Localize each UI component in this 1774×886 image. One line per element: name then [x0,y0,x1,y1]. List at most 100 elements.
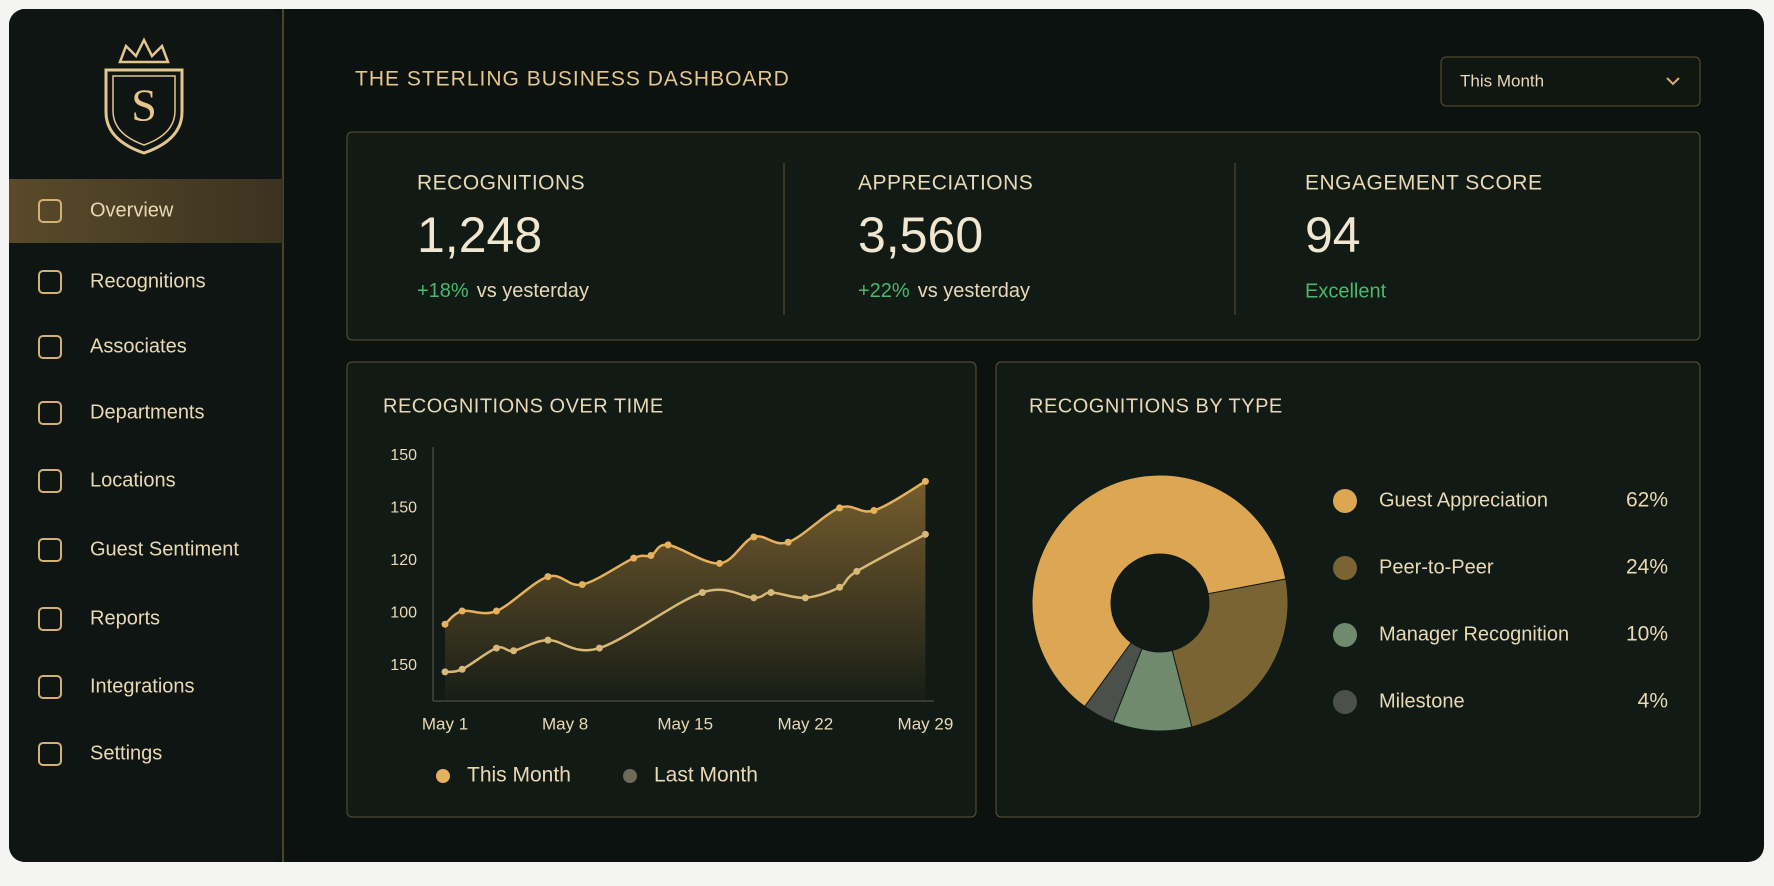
chart-title: RECOGNITIONS OVER TIME [383,395,664,417]
kpi-change-line: +22% vs yesterday [858,280,1030,302]
x-tick-label: May 8 [542,714,588,733]
nav-label[interactable]: Overview [90,199,174,221]
point [544,573,552,581]
legend-dot [623,769,637,783]
point [870,507,878,514]
x-tick-label: May 29 [898,714,954,733]
nav-item[interactable]: Reports [38,607,160,631]
y-tick-label: 150 [390,657,417,674]
y-tick-label: 120 [390,552,417,569]
donut-slice [1084,641,1143,723]
point [921,477,929,485]
x-tick-label: May 1 [422,714,468,733]
point [647,551,655,559]
kpi-status: Excellent [1305,280,1387,302]
point [836,504,844,512]
nav-label[interactable]: Settings [90,742,162,764]
nav-icon [38,742,62,766]
legend-dot [1333,556,1357,580]
legend-dot [436,769,450,783]
nav-label[interactable]: Associates [90,335,187,357]
kpi-label: APPRECIATIONS [858,172,1033,195]
value-label: 24% [1626,556,1668,579]
kpi-change-line: +18% vs yesterday [417,280,589,302]
point [578,581,586,589]
point [544,636,552,644]
nav-icon [38,607,62,631]
legend-label: Peer-to-Peer [1379,556,1494,578]
point [492,607,500,615]
nav-icon [38,675,62,699]
point [801,594,809,602]
period-select[interactable]: This Month [1440,56,1701,107]
page-title: THE STERLING BUSINESS DASHBOARD [355,68,790,91]
nav-item[interactable]: Overview [9,179,283,243]
point [510,647,518,655]
point [750,594,758,602]
x-tick-label: May 15 [657,714,713,733]
point [492,644,500,652]
nav-label[interactable]: Integrations [90,675,195,697]
point [664,541,672,549]
value-label: 4% [1638,690,1668,713]
point [441,620,449,628]
legend-label: Last Month [654,764,758,787]
point [853,567,861,575]
kpi-value: 3,560 [858,207,983,263]
legend-label: Manager Recognition [1379,623,1569,645]
kpi-value: 1,248 [417,207,542,263]
logo: S [104,37,184,155]
y-tick-label: 150 [390,447,417,464]
point [458,607,466,615]
nav-icon [38,335,62,359]
nav-icon [38,401,62,425]
nav-item[interactable]: Locations [38,469,176,493]
legend-label: Guest Appreciation [1379,489,1548,511]
nav-item[interactable]: Guest Sentiment [38,538,239,562]
point [836,583,844,591]
point [698,589,706,597]
point [716,559,724,567]
kpi-note: vs yesterday [918,280,1030,302]
nav-item[interactable]: Recognitions [38,270,206,294]
point [595,644,603,652]
kpi-note: vs yesterday [477,280,589,302]
select-box[interactable] [1440,56,1701,107]
nav-label[interactable]: Departments [90,401,205,423]
nav-label[interactable]: Guest Sentiment [90,538,239,560]
nav-icon [38,538,62,562]
value-label: 10% [1626,623,1668,646]
point [441,668,449,676]
sidebar [9,9,283,862]
kpi-panel [346,131,1701,341]
kpi-change: +18% [417,280,469,302]
kpi-label: ENGAGEMENT SCORE [1305,172,1542,195]
nav-item[interactable]: Departments [38,401,205,425]
point [750,533,758,541]
donut-slice [1171,578,1289,728]
nav-label[interactable]: Locations [90,469,176,491]
point [630,554,638,562]
nav-icon [38,270,62,294]
chevron [1666,77,1680,86]
select-value[interactable]: This Month [1460,71,1544,90]
nav-item[interactable]: Associates [38,335,187,359]
nav-active[interactable] [9,179,283,243]
point [921,530,929,538]
series-line [444,480,927,626]
kpi-value: 94 [1305,207,1361,263]
legend-label: This Month [467,764,571,787]
legend-label: Milestone [1379,690,1465,712]
value-label: 62% [1626,489,1668,512]
kpi-label: RECOGNITIONS [417,172,585,195]
nav-item[interactable]: Integrations [38,675,195,699]
nav-item[interactable]: Settings [38,742,162,766]
nav-icon [38,199,62,223]
donut-slice [1031,474,1287,708]
nav-label[interactable]: Recognitions [90,270,206,292]
nav-label[interactable]: Reports [90,607,160,629]
x-tick-label: May 22 [777,714,833,733]
y-tick-label: 150 [390,500,417,517]
legend-dot [1333,690,1357,714]
